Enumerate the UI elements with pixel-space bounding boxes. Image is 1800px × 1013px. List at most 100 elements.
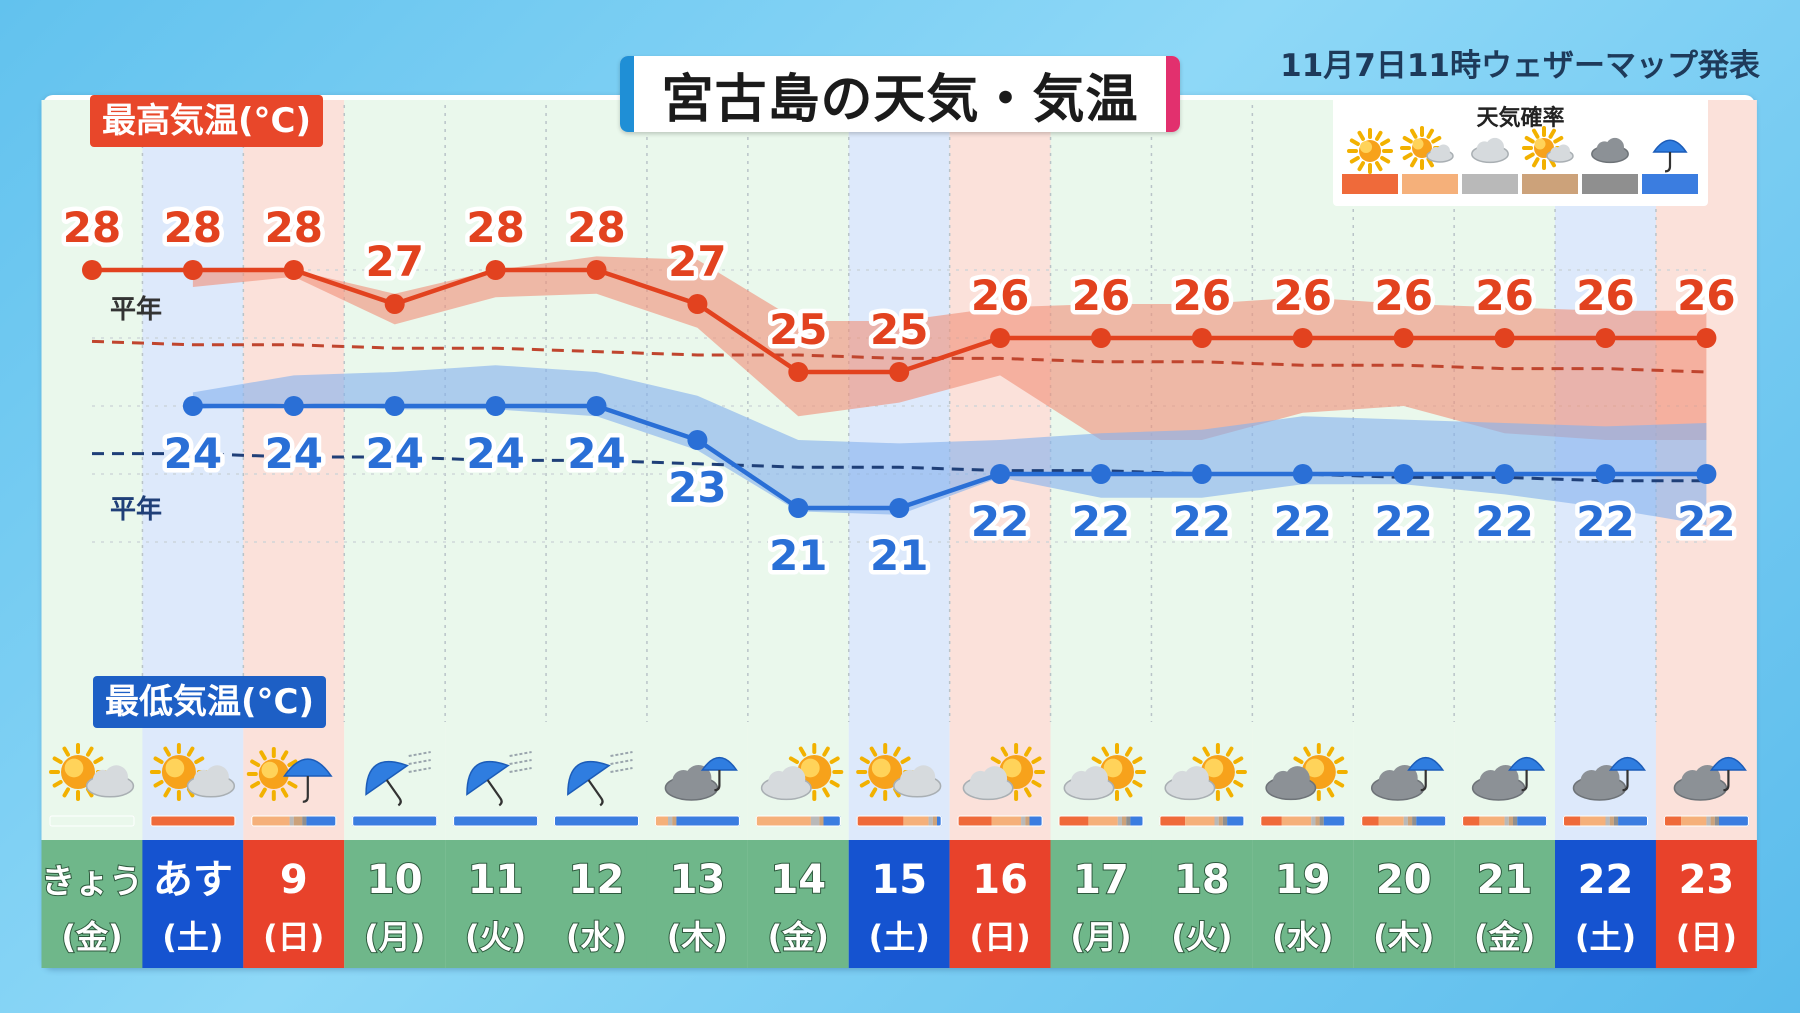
probability-bar (49, 815, 135, 827)
sun-highlight (64, 758, 84, 778)
sun-ray (1548, 128, 1556, 139)
probability-segment (302, 816, 307, 826)
sun-ray (1426, 128, 1434, 139)
probability-bar (654, 815, 740, 827)
weekday-label: (日) (263, 918, 324, 956)
high-temp-label: 28 (63, 203, 121, 252)
sun-icon (246, 747, 301, 801)
low-temp-label: 22 (1475, 497, 1533, 546)
sun-ray (869, 746, 878, 757)
high-temp-point (1393, 328, 1414, 348)
wind-line (408, 759, 431, 765)
probability-bar (1058, 815, 1144, 827)
high-temp-label: 28 (164, 203, 222, 252)
probability-segment (668, 816, 673, 826)
sun-ray (1000, 746, 1009, 757)
umbrella-canopy (1652, 139, 1688, 153)
date-label: 15 (871, 857, 927, 903)
sun-ray (52, 756, 63, 764)
sun-cloud-icon (149, 743, 236, 801)
date-cell (1353, 840, 1455, 968)
probability-segment (958, 816, 992, 826)
date-label: 20 (1376, 857, 1432, 903)
probability-segment (857, 816, 904, 826)
low-temp-tag: 最低気温(°C) (93, 676, 327, 728)
probability-segment (1517, 816, 1547, 826)
day-column (445, 100, 547, 842)
probability-bar (554, 815, 639, 827)
probability-bar-outline (755, 815, 841, 827)
date-label: 13 (670, 857, 726, 903)
umbrella-icon (466, 760, 510, 807)
probability-segment (1710, 816, 1715, 826)
probability-segment (306, 816, 336, 826)
umbrella-icon (1652, 139, 1688, 173)
high-temp-point (182, 260, 203, 280)
cloud-icon (760, 766, 812, 801)
sun-ray (1225, 787, 1234, 798)
cloud-icon (664, 765, 719, 801)
normal-low-line (92, 452, 1707, 483)
probability-segment (1311, 816, 1316, 826)
cloud-icon (186, 765, 236, 798)
weekday-label: (水) (566, 918, 627, 956)
umbrella-handle (486, 779, 503, 807)
page-title: 宮古島の天気・気温 (661, 69, 1139, 130)
weekday-label: (火) (1171, 918, 1232, 956)
cloud-icon (1370, 765, 1425, 801)
probability-segment (1088, 816, 1118, 826)
probability-segment (150, 816, 235, 826)
date-cell (1151, 840, 1253, 968)
probability-bar-outline (957, 815, 1043, 827)
date-cell (445, 840, 547, 968)
probability-segment (1664, 816, 1682, 826)
sun-ray (1357, 130, 1365, 141)
sun-ray (829, 756, 840, 764)
sun-ray (153, 756, 164, 764)
high-temp-label: 26 (1072, 271, 1130, 320)
legend-swatch (1342, 174, 1398, 194)
sun-ray (1375, 161, 1383, 172)
date-label: 17 (1073, 857, 1129, 903)
probability-segment (1378, 816, 1404, 826)
cloud-icon (1471, 765, 1526, 801)
umbrella-canopy (1508, 756, 1546, 771)
probability-bar (352, 815, 438, 827)
probability-segment (1504, 816, 1509, 826)
sun-ray (798, 746, 807, 757)
weekday-label: (月) (1070, 918, 1131, 956)
sun-icon (1347, 128, 1393, 174)
low-temp-line (192, 403, 1707, 511)
sun-ray (893, 746, 901, 757)
cloud-umbrella-icon (1471, 756, 1546, 801)
date-label: 12 (569, 857, 625, 903)
sun-ray (1524, 136, 1535, 144)
cloud-puff (1184, 766, 1209, 791)
cloud-puff (1437, 144, 1450, 158)
sun-icon (856, 743, 915, 801)
title-accent-right (1166, 56, 1180, 132)
high-temp-label: 28 (567, 203, 625, 252)
cloud-puff (1485, 137, 1504, 157)
sun-ray (1091, 756, 1102, 764)
sun-ray (859, 756, 870, 764)
sun-ray (1024, 787, 1032, 798)
wind-line (408, 751, 431, 757)
sun-ray (1101, 746, 1109, 757)
probability-bar-outline (1260, 815, 1346, 827)
umbrella-icon (1407, 756, 1445, 792)
probability-bar (856, 815, 942, 827)
sun-ray (153, 780, 164, 788)
day-column (646, 100, 748, 842)
date-label: きょう (41, 862, 143, 902)
low-temp-point (687, 430, 708, 450)
probability-segment (251, 816, 290, 826)
weekday-label: (金) (768, 918, 829, 956)
low-temp-label: 22 (1677, 497, 1735, 546)
probability-segment (991, 816, 1022, 826)
cloud-puff (1492, 765, 1519, 791)
umbrella-handle (1622, 770, 1629, 792)
sun-ray (1125, 787, 1133, 798)
probability-segment (1222, 816, 1228, 826)
sun-ray (1225, 746, 1234, 757)
